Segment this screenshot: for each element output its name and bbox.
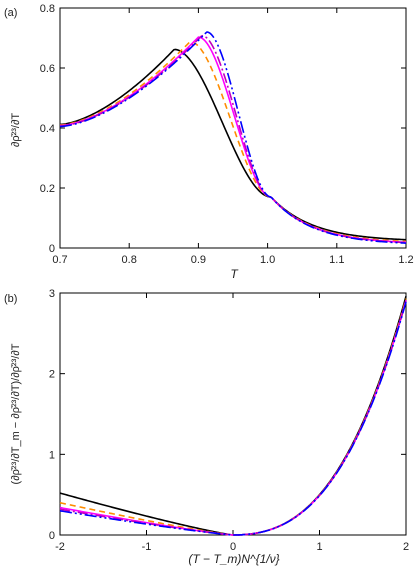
panel-a-xtick-label: 1.2 — [398, 254, 413, 266]
panel-b-lines — [59, 296, 407, 536]
panel-a-ytick-label: 0.8 — [40, 3, 55, 15]
panel-b-ytick-label: 0 — [49, 530, 55, 542]
panel-b: (b) -2 -1 0 1 2 0 1 2 3 (T − T_m)N^{1/ν} (∂ρ̄²³/… — [4, 288, 409, 566]
panel-a-ytick-label: 0.2 — [40, 183, 55, 195]
panel-a-xtick-label: 0.7 — [52, 254, 67, 266]
panel-b-xtick-label: -2 — [55, 541, 65, 553]
panel-a-series-line — [59, 36, 407, 244]
panel-b-xlabel: (T − T_m)N^{1/ν} — [188, 552, 279, 566]
panel-b-xtick-label: -1 — [142, 541, 152, 553]
panel-a-ylabel: ∂ρ̄²³/∂T — [10, 113, 22, 148]
panel-a-xtick-label: 0.8 — [122, 254, 137, 266]
panel-b-xtick-label: 1 — [316, 541, 322, 553]
panel-a-xtick-label: 1.1 — [329, 254, 344, 266]
panel-b-ytick-label: 2 — [49, 369, 55, 381]
panel-b-ticks: -2 -1 0 1 2 0 1 2 3 — [49, 288, 409, 553]
panel-a-series-line — [59, 48, 407, 241]
panel-b-series-line — [59, 300, 407, 536]
panel-a-series-line — [59, 40, 407, 243]
panel-a-ytick-label: 0 — [49, 243, 55, 255]
panel-a-label: (a) — [4, 7, 17, 19]
panel-b-frame — [59, 292, 407, 536]
panel-a-ticks: 0.7 0.8 0.9 1.0 1.1 1.2 0 0.2 0.4 0.6 0.8 — [40, 3, 414, 266]
panel-a-frame — [59, 7, 407, 249]
panel-b-series-line — [59, 300, 407, 536]
panel-b-xtick-label: 2 — [403, 541, 409, 553]
panel-a-ytick-label: 0.4 — [40, 123, 55, 135]
panel-b-xtick-label: 0 — [230, 541, 236, 553]
panel-a-lines — [59, 31, 407, 244]
panel-a: (a) 0.7 0.8 0.9 1.0 1.1 1.2 0 0.2 0.4 0.6 0.8 T ∂ρ… — [4, 3, 414, 281]
panel-a-series-line — [59, 34, 407, 244]
panel-b-series-line — [59, 298, 407, 536]
panel-a-ytick-label: 0.6 — [40, 63, 55, 75]
panel-b-ylabel: (∂ρ̄²³/∂T_m − ∂ρ̄²³/∂T)/∂ρ̄²³/∂T — [10, 343, 22, 484]
panel-b-ytick-label: 3 — [49, 288, 55, 300]
panel-b-series-line — [59, 296, 407, 536]
panel-a-series-line — [59, 31, 407, 244]
panel-a-xtick-label: 0.9 — [191, 254, 206, 266]
panel-a-xlabel: T — [230, 267, 239, 281]
panel-b-label: (b) — [4, 293, 17, 305]
panel-a-xtick-label: 1.0 — [260, 254, 275, 266]
panel-b-series-line — [59, 301, 407, 536]
panel-b-ytick-label: 1 — [49, 449, 55, 461]
